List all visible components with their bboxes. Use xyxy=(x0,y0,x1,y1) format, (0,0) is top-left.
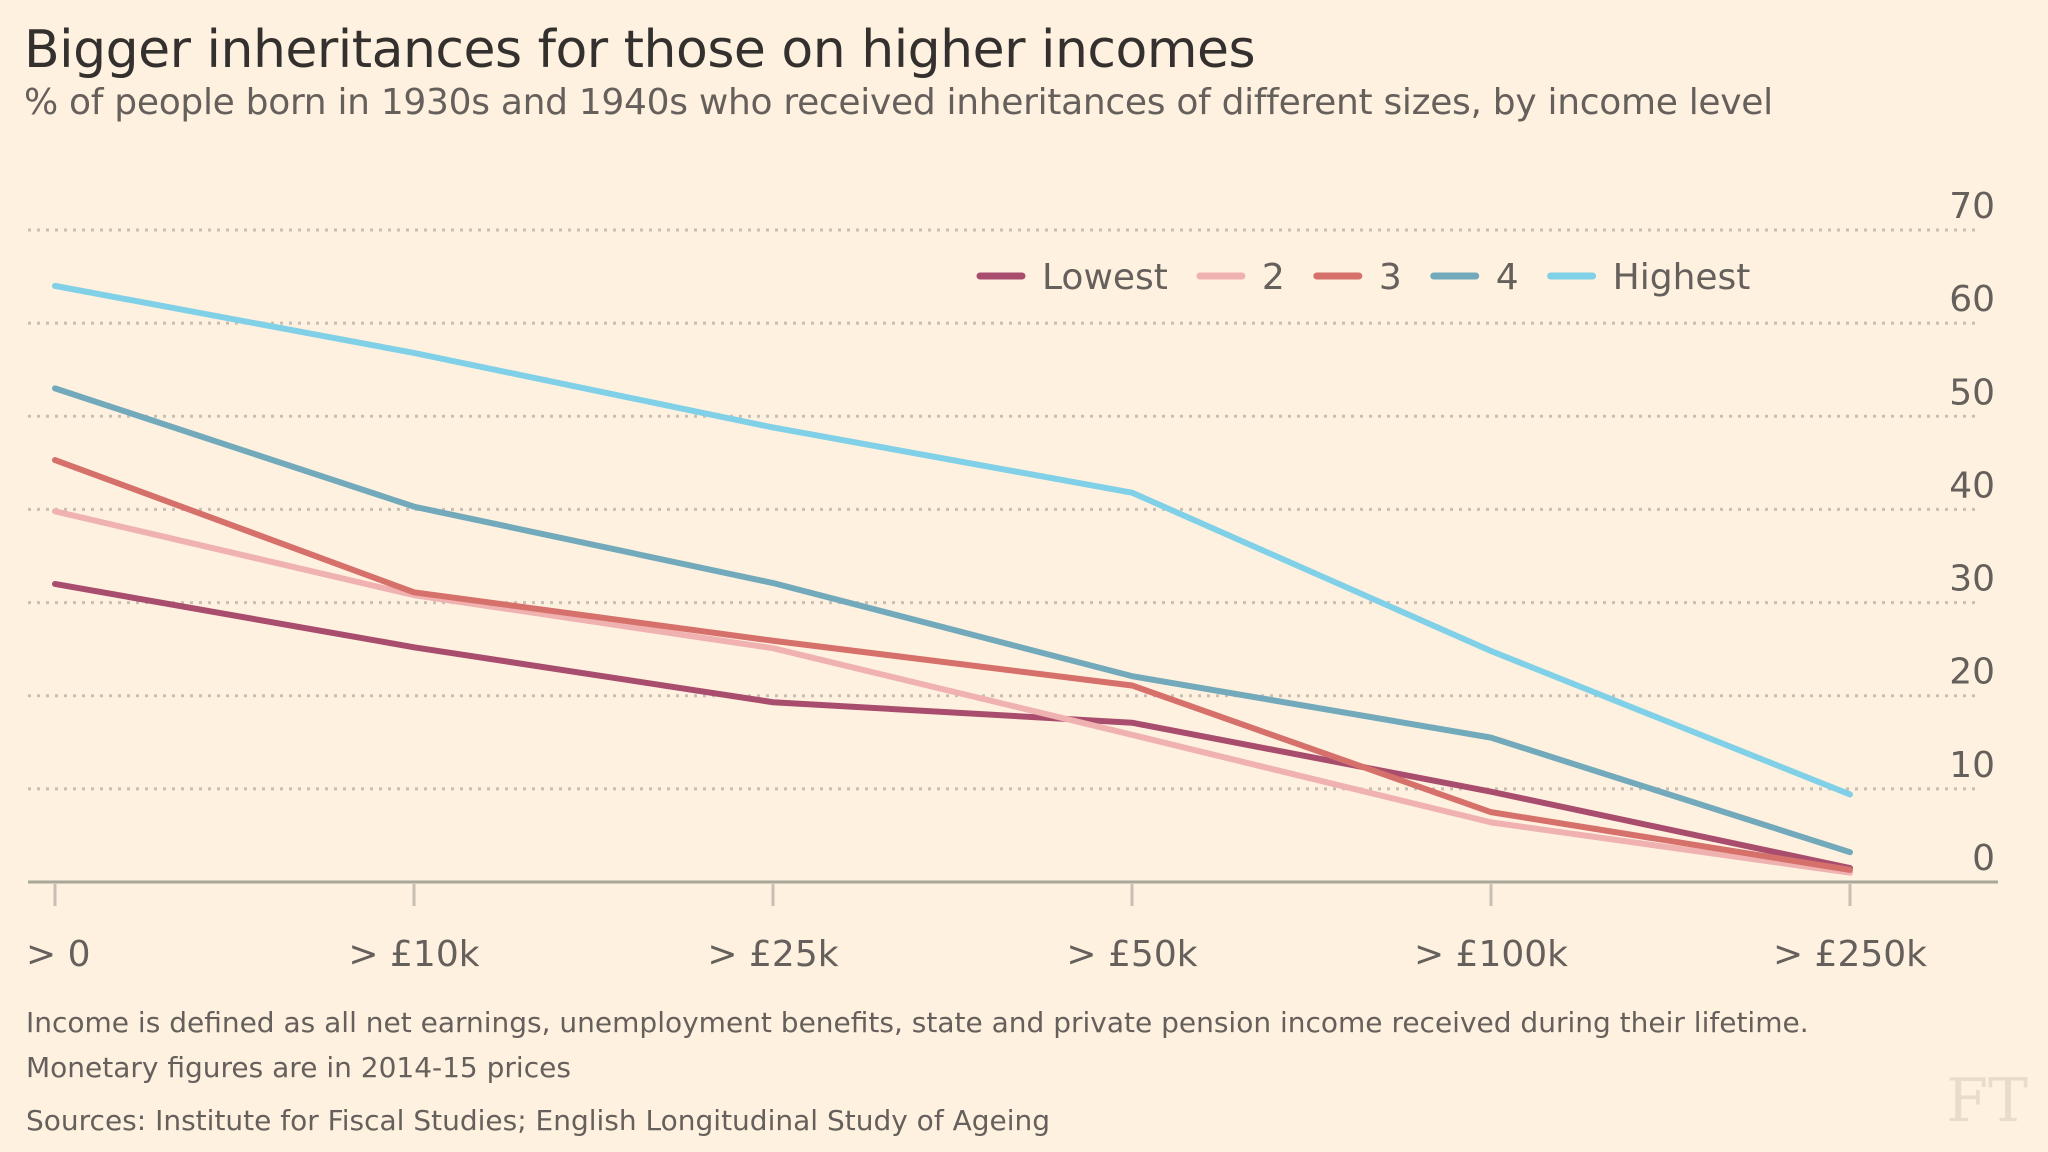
x-tick-label: > £50k xyxy=(1066,934,1197,975)
legend-label-highest: Highest xyxy=(1613,257,1751,298)
x-tick-label: > 0 xyxy=(26,934,91,975)
legend-label-2: 2 xyxy=(1262,257,1285,298)
y-tick-label: 0 xyxy=(1972,838,1995,879)
sources-note: Sources: Institute for Fiscal Studies; E… xyxy=(26,1104,1051,1137)
legend-label-lowest: Lowest xyxy=(1042,257,1168,298)
y-tick-label: 60 xyxy=(1949,279,1995,320)
series-line-3 xyxy=(52,457,1853,873)
y-axis-ticks: 0 10 20 30 40 50 60 70 xyxy=(1949,186,1995,879)
y-tick-label: 50 xyxy=(1949,372,1995,413)
x-tick-label: > £25k xyxy=(707,934,838,975)
series-line-2 xyxy=(52,508,1853,876)
series-line-highest xyxy=(52,282,1853,798)
x-tick-label: > £100k xyxy=(1414,934,1568,975)
series-lines xyxy=(52,282,1853,876)
gridlines xyxy=(28,228,1975,791)
legend-label-4: 4 xyxy=(1496,257,1519,298)
footnote-prices: Monetary figures are in 2014-15 prices xyxy=(26,1051,571,1084)
chart-subtitle: % of people born in 1930s and 1940s who … xyxy=(24,82,1773,123)
y-tick-label: 40 xyxy=(1949,465,1995,506)
y-tick-label: 30 xyxy=(1949,559,1995,600)
legend: Lowest 2 3 4 Highest xyxy=(976,257,1751,298)
x-tick-label: > £250k xyxy=(1773,934,1927,975)
legend-label-3: 3 xyxy=(1379,257,1402,298)
y-tick-label: 10 xyxy=(1949,745,1995,786)
series-line-lowest xyxy=(52,580,1853,872)
x-axis: > 0 > £10k > £25k > £50k > £100k > £250k xyxy=(26,880,1998,975)
footnote-income-definition: Income is defined as all net earnings, u… xyxy=(26,1006,1809,1039)
ft-logo: FT xyxy=(1946,1066,2028,1136)
series-line-4 xyxy=(52,385,1853,856)
chart-title: Bigger inheritances for those on higher … xyxy=(24,20,1256,80)
y-tick-label: 70 xyxy=(1949,186,1995,227)
y-tick-label: 20 xyxy=(1949,652,1995,693)
x-tick-label: > £10k xyxy=(348,934,479,975)
